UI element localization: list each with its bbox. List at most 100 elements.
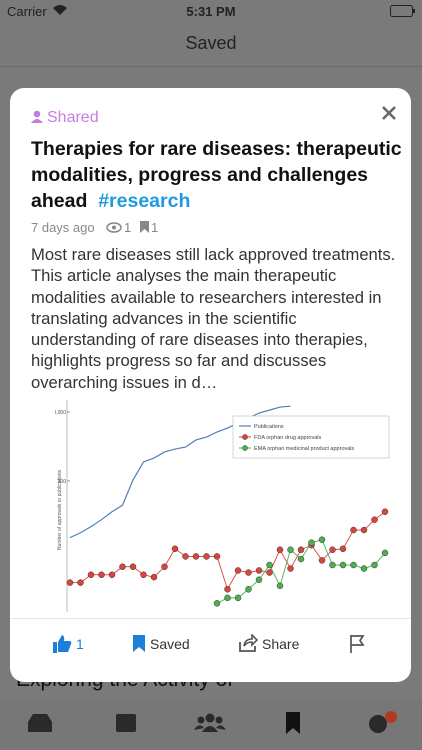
tab-settings[interactable] [369, 715, 387, 733]
tab-inbox[interactable] [28, 714, 52, 732]
data-point [129, 563, 137, 570]
data-point [266, 561, 273, 569]
data-point [234, 567, 242, 574]
data-point [182, 553, 189, 560]
y-axis-label: Number of approvals or publications [57, 469, 63, 550]
article-title[interactable]: Therapies for rare diseases: therapeutic… [31, 136, 403, 214]
header-title: Saved [185, 33, 237, 53]
saves: 1 [151, 220, 159, 235]
data-point [329, 561, 336, 569]
legend-label: Publications [254, 424, 284, 430]
views-icon [106, 222, 122, 233]
age: 7 days ago [31, 220, 95, 235]
data-point [234, 594, 242, 602]
close-button[interactable] [381, 105, 397, 121]
badge-dot [385, 711, 397, 723]
data-point [192, 553, 200, 560]
legend-label: FDA orphan drug approvals [254, 435, 322, 441]
tab-saved[interactable] [286, 712, 300, 734]
connector [342, 529, 354, 549]
shared-badge: Shared [47, 109, 99, 126]
likes[interactable]: 1 [76, 636, 84, 652]
saves-icon [140, 221, 149, 233]
data-point [203, 553, 210, 560]
data-point [255, 567, 263, 574]
views: 1 [124, 220, 132, 235]
carrier: Carrier [7, 4, 47, 19]
connector [164, 548, 176, 567]
tag[interactable]: #research [98, 190, 191, 212]
data-point [276, 582, 284, 590]
y-tick-label: 3,000 [55, 410, 66, 416]
wifi-icon [53, 5, 67, 15]
data-point [161, 563, 168, 570]
publications-line [69, 405, 291, 539]
data-point [350, 526, 357, 534]
connector [321, 539, 333, 566]
connector [279, 549, 291, 569]
data-point [318, 557, 326, 564]
like-icon[interactable] [53, 635, 72, 653]
data-point [140, 571, 147, 579]
saved-icon[interactable] [133, 635, 145, 652]
legend-swatch [242, 434, 248, 440]
connector [290, 549, 302, 569]
share-icon[interactable] [238, 634, 258, 652]
data-point [381, 549, 389, 557]
data-point [350, 561, 357, 569]
battery-icon [390, 5, 415, 17]
y-tick-label: 300 [58, 479, 67, 485]
figure: Number of approvals or publications 3,000… [55, 400, 390, 612]
legend-label: EMA orphan medicinal product approvals [254, 446, 355, 452]
data-point [287, 565, 294, 572]
data-point [213, 553, 221, 560]
data-point [98, 571, 105, 579]
connector [216, 556, 228, 590]
tab-groups[interactable] [194, 713, 226, 733]
data-point [287, 546, 294, 554]
title-text: Therapies for rare diseases: therapeutic… [31, 138, 402, 212]
data-point [266, 569, 273, 576]
data-point [308, 539, 315, 546]
data-point [66, 579, 74, 586]
data-point [119, 563, 126, 570]
connector [227, 570, 239, 590]
data-point [381, 508, 389, 515]
data-point [371, 516, 378, 523]
data-point [329, 546, 336, 554]
tab-bar [0, 700, 422, 750]
legend-box [232, 415, 390, 459]
article-card: Shared Therapies for rare diseases: ther… [10, 88, 411, 682]
data-point [371, 561, 378, 569]
tab-list[interactable] [116, 714, 136, 732]
tab-icons [28, 711, 397, 734]
data-point [108, 571, 116, 579]
flag-button[interactable] [349, 635, 365, 653]
data-point [224, 594, 231, 602]
connector [269, 564, 281, 586]
data-point [318, 536, 326, 543]
data-point [245, 586, 252, 593]
saved-button[interactable]: Saved [150, 636, 190, 652]
data-point [360, 526, 368, 534]
summary: Most rare diseases still lack approved t… [31, 245, 396, 392]
data-point [276, 546, 284, 554]
action-divider [10, 618, 411, 619]
data-point [87, 571, 95, 579]
data-point [297, 555, 305, 563]
data-point [339, 545, 347, 553]
data-point [245, 569, 252, 576]
data-point [297, 546, 305, 554]
data-point [213, 600, 221, 607]
data-point [171, 545, 179, 553]
shared-icon [31, 110, 43, 123]
data-point [77, 579, 84, 586]
data-point [255, 576, 263, 584]
connector [279, 549, 291, 586]
data-point [224, 586, 231, 593]
data-point [150, 573, 158, 581]
data-point [339, 561, 347, 569]
legend-swatch [242, 445, 248, 451]
share-button[interactable]: Share [262, 636, 300, 652]
